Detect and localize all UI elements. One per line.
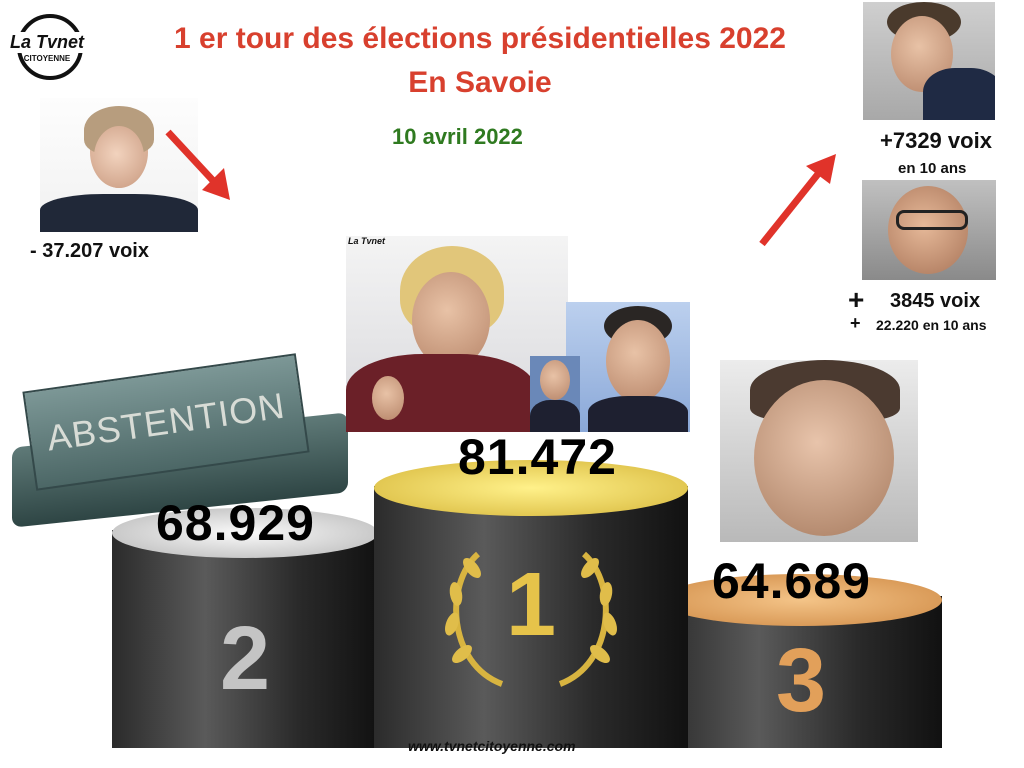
second-place-votes: 68.929 xyxy=(156,495,315,551)
melenchon-plus-sign: + xyxy=(848,284,865,315)
zemmour-photo xyxy=(566,302,690,432)
melenchon-vote-delta: 3845 voix xyxy=(890,290,981,312)
rank-three-label: 3 xyxy=(775,631,827,731)
page-subtitle: En Savoie xyxy=(408,66,552,99)
podium-first: 1 xyxy=(374,460,688,748)
podium-second: 2 xyxy=(112,508,378,748)
rank-one-label: 1 xyxy=(505,555,557,655)
arrow-up-icon xyxy=(759,154,836,247)
site-logo: La Tvnet CITOYENNE xyxy=(3,14,91,80)
page-title: 1 er tour des élections présidentielles … xyxy=(174,22,786,55)
pecresse-photo xyxy=(40,98,198,232)
third-place-votes: 64.689 xyxy=(712,553,871,609)
macron-photo xyxy=(720,360,918,542)
logo-title: La Tvnet xyxy=(3,32,91,53)
melenchon-plus-sign-small: + xyxy=(850,313,861,333)
laurel-wreath-icon xyxy=(445,551,617,687)
first-place-votes: 81.472 xyxy=(458,429,617,485)
dupont-aignan-photo xyxy=(530,356,580,432)
pecresse-vote-delta: - 37.207 voix xyxy=(30,240,149,262)
jadot-vote-delta: +7329 voix xyxy=(880,128,992,153)
jadot-photo xyxy=(863,2,995,120)
election-date: 10 avril 2022 xyxy=(392,124,523,149)
podium-third: 3 xyxy=(660,574,942,748)
melenchon-photo xyxy=(862,180,996,280)
rank-two-label: 2 xyxy=(219,609,271,709)
melenchon-period: 22.220 en 10 ans xyxy=(876,317,987,333)
website-url: www.tvnetcitoyenne.com xyxy=(408,738,576,754)
jadot-period: en 10 ans xyxy=(898,160,967,177)
arrow-down-icon xyxy=(165,129,230,200)
abstention-label: ABSTENTION xyxy=(44,384,288,459)
abstention-sign: ABSTENTION xyxy=(6,330,350,528)
logo-subtitle: CITOYENNE xyxy=(23,54,71,63)
photo-logo: La Tvnet xyxy=(348,236,386,246)
